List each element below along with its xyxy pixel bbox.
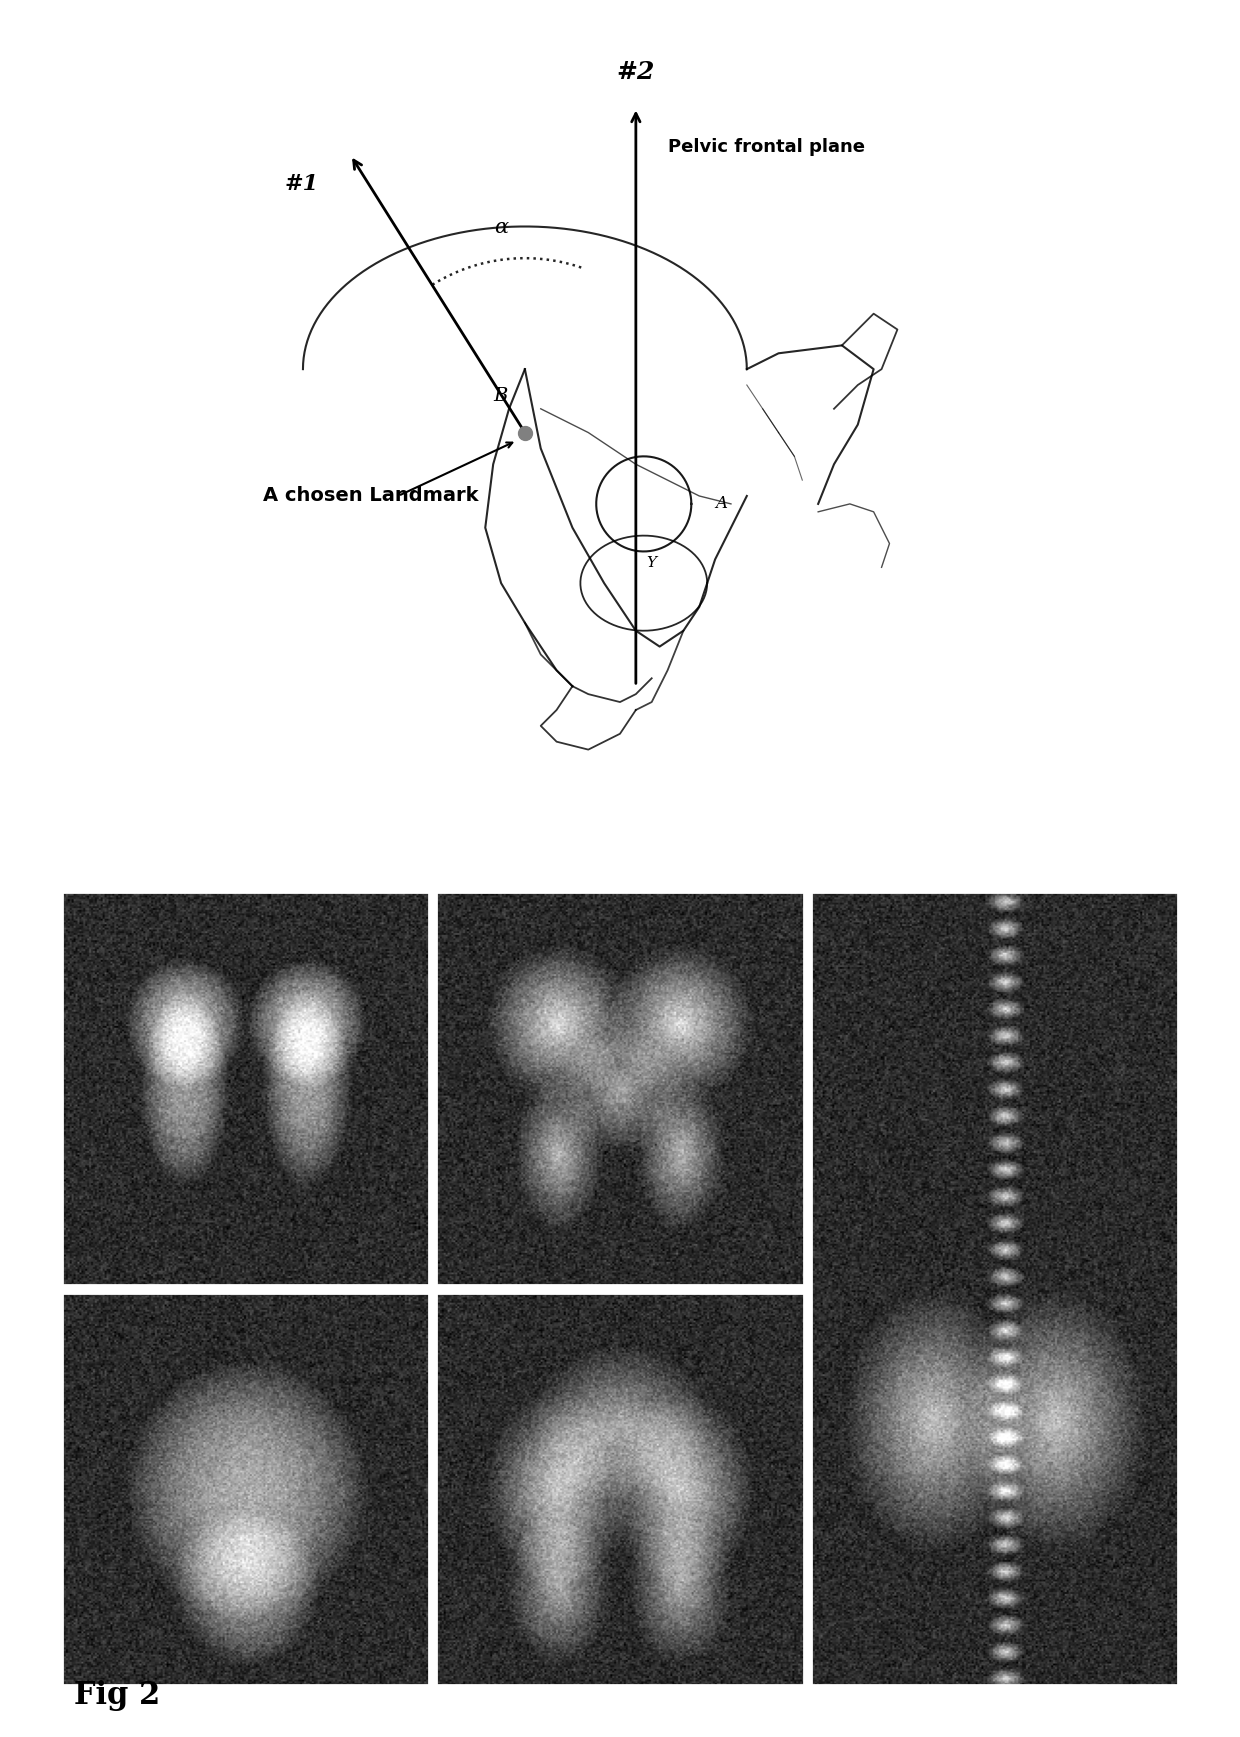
Text: A: A <box>715 495 727 512</box>
Text: α: α <box>494 219 508 238</box>
Text: B: B <box>494 387 507 405</box>
Text: #1: #1 <box>285 172 319 195</box>
Text: Pelvic frontal plane: Pelvic frontal plane <box>667 139 864 156</box>
Text: Fig 1: Fig 1 <box>288 893 373 924</box>
Text: Y: Y <box>646 556 657 570</box>
Text: A chosen Landmark: A chosen Landmark <box>263 486 479 505</box>
Text: Fig 2: Fig 2 <box>74 1680 161 1711</box>
Text: #2: #2 <box>616 59 655 83</box>
